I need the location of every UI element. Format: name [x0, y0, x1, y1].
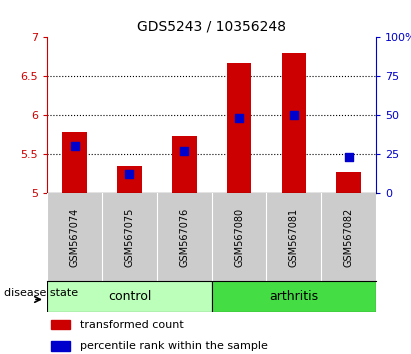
- Bar: [172, 136, 196, 193]
- Bar: [336, 172, 361, 193]
- FancyBboxPatch shape: [47, 281, 212, 312]
- Text: GSM567075: GSM567075: [125, 207, 134, 267]
- Bar: [51, 320, 70, 329]
- FancyBboxPatch shape: [212, 281, 376, 312]
- Bar: [51, 341, 70, 350]
- Text: GSM567074: GSM567074: [70, 207, 80, 267]
- Point: [345, 154, 352, 160]
- Text: GSM567081: GSM567081: [289, 207, 299, 267]
- Bar: [117, 166, 142, 193]
- Bar: [227, 63, 252, 193]
- Text: arthritis: arthritis: [269, 290, 319, 303]
- Point: [126, 171, 133, 177]
- Point: [291, 112, 297, 118]
- Bar: [282, 53, 306, 193]
- Point: [72, 143, 78, 149]
- Text: GSM567082: GSM567082: [344, 207, 353, 267]
- Point: [181, 148, 187, 154]
- Title: GDS5243 / 10356248: GDS5243 / 10356248: [137, 19, 286, 33]
- Text: percentile rank within the sample: percentile rank within the sample: [80, 341, 268, 351]
- Point: [236, 115, 242, 121]
- Bar: [62, 132, 87, 193]
- Text: disease state: disease state: [4, 288, 78, 298]
- Text: transformed count: transformed count: [80, 320, 184, 330]
- Text: GSM567076: GSM567076: [179, 207, 189, 267]
- Text: GSM567080: GSM567080: [234, 207, 244, 267]
- Text: control: control: [108, 290, 151, 303]
